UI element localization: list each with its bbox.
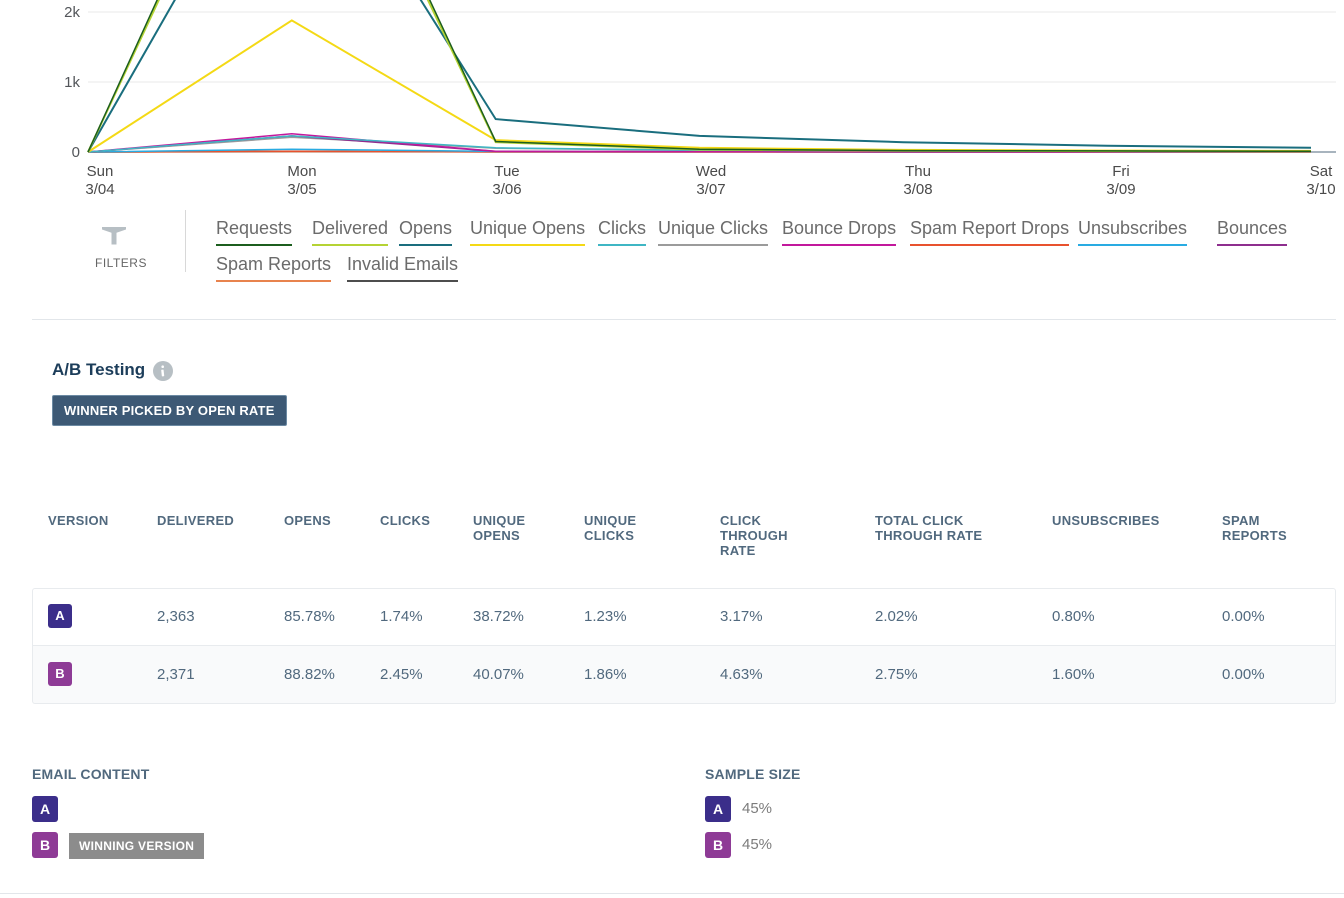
- svg-text:3/06: 3/06: [492, 181, 521, 198]
- svg-text:3/05: 3/05: [287, 181, 316, 198]
- svg-text:2k: 2k: [64, 4, 80, 21]
- svg-text:3/07: 3/07: [696, 181, 725, 198]
- svg-text:Thu: Thu: [905, 163, 931, 180]
- svg-text:Sun: Sun: [87, 163, 114, 180]
- svg-text:Wed: Wed: [696, 163, 727, 180]
- svg-text:3/09: 3/09: [1106, 181, 1135, 198]
- svg-text:3/08: 3/08: [903, 181, 932, 198]
- svg-text:Fri: Fri: [1112, 163, 1130, 180]
- svg-text:Sat: Sat: [1310, 163, 1333, 180]
- svg-text:1k: 1k: [64, 74, 80, 91]
- svg-text:0: 0: [72, 144, 80, 161]
- svg-text:3/10: 3/10: [1306, 181, 1335, 198]
- svg-text:Mon: Mon: [287, 163, 316, 180]
- svg-text:3/04: 3/04: [85, 181, 114, 198]
- svg-text:Tue: Tue: [494, 163, 519, 180]
